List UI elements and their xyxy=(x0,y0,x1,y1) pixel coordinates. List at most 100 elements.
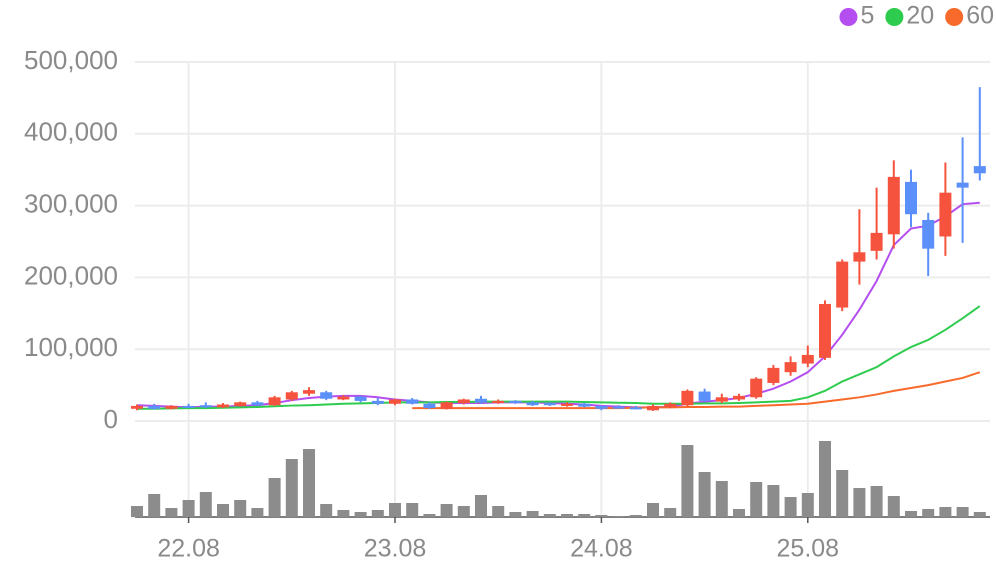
volume-bar xyxy=(234,500,247,517)
candle-body xyxy=(647,405,659,411)
volume-bar xyxy=(148,494,161,517)
ma-line xyxy=(137,305,981,410)
volume-bar xyxy=(629,515,642,517)
candle-body xyxy=(870,232,883,251)
legend-label: 5 xyxy=(860,2,874,30)
volume-bar xyxy=(251,508,264,517)
candle-body xyxy=(217,404,229,408)
candle-body xyxy=(801,354,814,364)
candle-body xyxy=(371,400,384,404)
volume-bar xyxy=(870,486,883,517)
ma-line xyxy=(412,371,981,410)
volume-bar xyxy=(578,514,591,517)
volume-bar xyxy=(905,511,917,517)
volume-bar xyxy=(457,506,470,517)
candle-body xyxy=(767,367,780,383)
legend-marker xyxy=(885,8,904,26)
candle-body xyxy=(664,403,677,407)
candle-body xyxy=(819,303,831,358)
volume-bar xyxy=(819,441,831,517)
volume-bar xyxy=(956,507,969,517)
volume-bar xyxy=(612,516,625,517)
candle-body xyxy=(492,400,505,404)
candle-body xyxy=(457,399,470,404)
volume-bar xyxy=(973,512,986,517)
candle-body xyxy=(148,405,161,409)
candle-body xyxy=(973,166,986,174)
candle-body xyxy=(234,402,247,406)
volume-bar xyxy=(440,504,453,517)
candle-body xyxy=(440,402,453,409)
candle-body xyxy=(285,392,298,400)
candle-body xyxy=(939,192,952,237)
candle-body xyxy=(612,406,625,409)
candle-body xyxy=(337,396,350,400)
x-tick-label: 22.08 xyxy=(157,535,220,563)
volume-bar xyxy=(698,472,711,517)
y-tick-label: 500,000 xyxy=(24,45,118,75)
candle-body xyxy=(595,405,608,409)
candle-body xyxy=(475,398,487,403)
candle-body xyxy=(182,405,195,408)
volume-bar xyxy=(561,514,573,517)
candle-body xyxy=(423,403,436,409)
volume-bar xyxy=(165,508,178,517)
volume-bar xyxy=(543,514,556,517)
volume-bar xyxy=(664,508,677,517)
candle-body xyxy=(543,403,556,406)
candle-body xyxy=(905,181,917,215)
volume-bar xyxy=(199,492,212,517)
candle-body xyxy=(750,378,763,398)
volume-bar xyxy=(406,503,419,517)
y-tick-label: 200,000 xyxy=(24,260,118,290)
volume-bar xyxy=(320,504,333,517)
volume-bar xyxy=(423,514,436,517)
volume-bar xyxy=(595,515,608,517)
volume-bar xyxy=(853,488,866,517)
volume-bar xyxy=(939,507,952,517)
legend-label: 60 xyxy=(966,2,994,30)
x-tick-label: 23.08 xyxy=(364,535,427,563)
candle-body xyxy=(578,403,591,407)
volume-bar xyxy=(887,496,900,517)
volume-bar xyxy=(647,503,659,517)
candle-body xyxy=(681,390,694,406)
volume-bar xyxy=(492,506,505,517)
candle-body xyxy=(354,396,367,401)
volume-bar xyxy=(922,509,935,517)
candle-body xyxy=(320,392,333,399)
volume-bar xyxy=(767,485,780,517)
volume-bar xyxy=(526,511,539,517)
volume-bar xyxy=(354,512,367,517)
volume-bar xyxy=(268,478,281,517)
volume-bar xyxy=(217,504,229,517)
volume-bar xyxy=(131,506,143,517)
legend-marker xyxy=(839,8,858,26)
y-tick-label: 300,000 xyxy=(24,188,118,218)
candle-body xyxy=(922,219,935,249)
candle-body xyxy=(836,261,849,308)
volume-bar xyxy=(509,512,522,517)
volume-bar xyxy=(303,449,315,517)
volume-bar xyxy=(371,510,384,517)
y-tick-label: 400,000 xyxy=(24,117,118,147)
volume-bar xyxy=(836,470,849,517)
candle-body xyxy=(131,405,143,409)
candle-body xyxy=(853,252,866,262)
volume-bar xyxy=(681,445,694,517)
candle-body xyxy=(733,395,745,400)
candle-body xyxy=(268,397,281,406)
volume-bar xyxy=(750,482,763,517)
volume-bar xyxy=(182,500,195,517)
candle-body xyxy=(715,397,728,402)
candle-body xyxy=(251,402,264,406)
candle-body xyxy=(303,390,315,394)
candle-body xyxy=(389,399,401,404)
y-tick-label: 100,000 xyxy=(24,332,118,362)
volume-bar xyxy=(475,495,487,517)
volume-bar xyxy=(715,481,728,517)
volume-bar xyxy=(285,459,298,517)
candle-body xyxy=(887,176,900,235)
volume-bar xyxy=(389,503,401,517)
